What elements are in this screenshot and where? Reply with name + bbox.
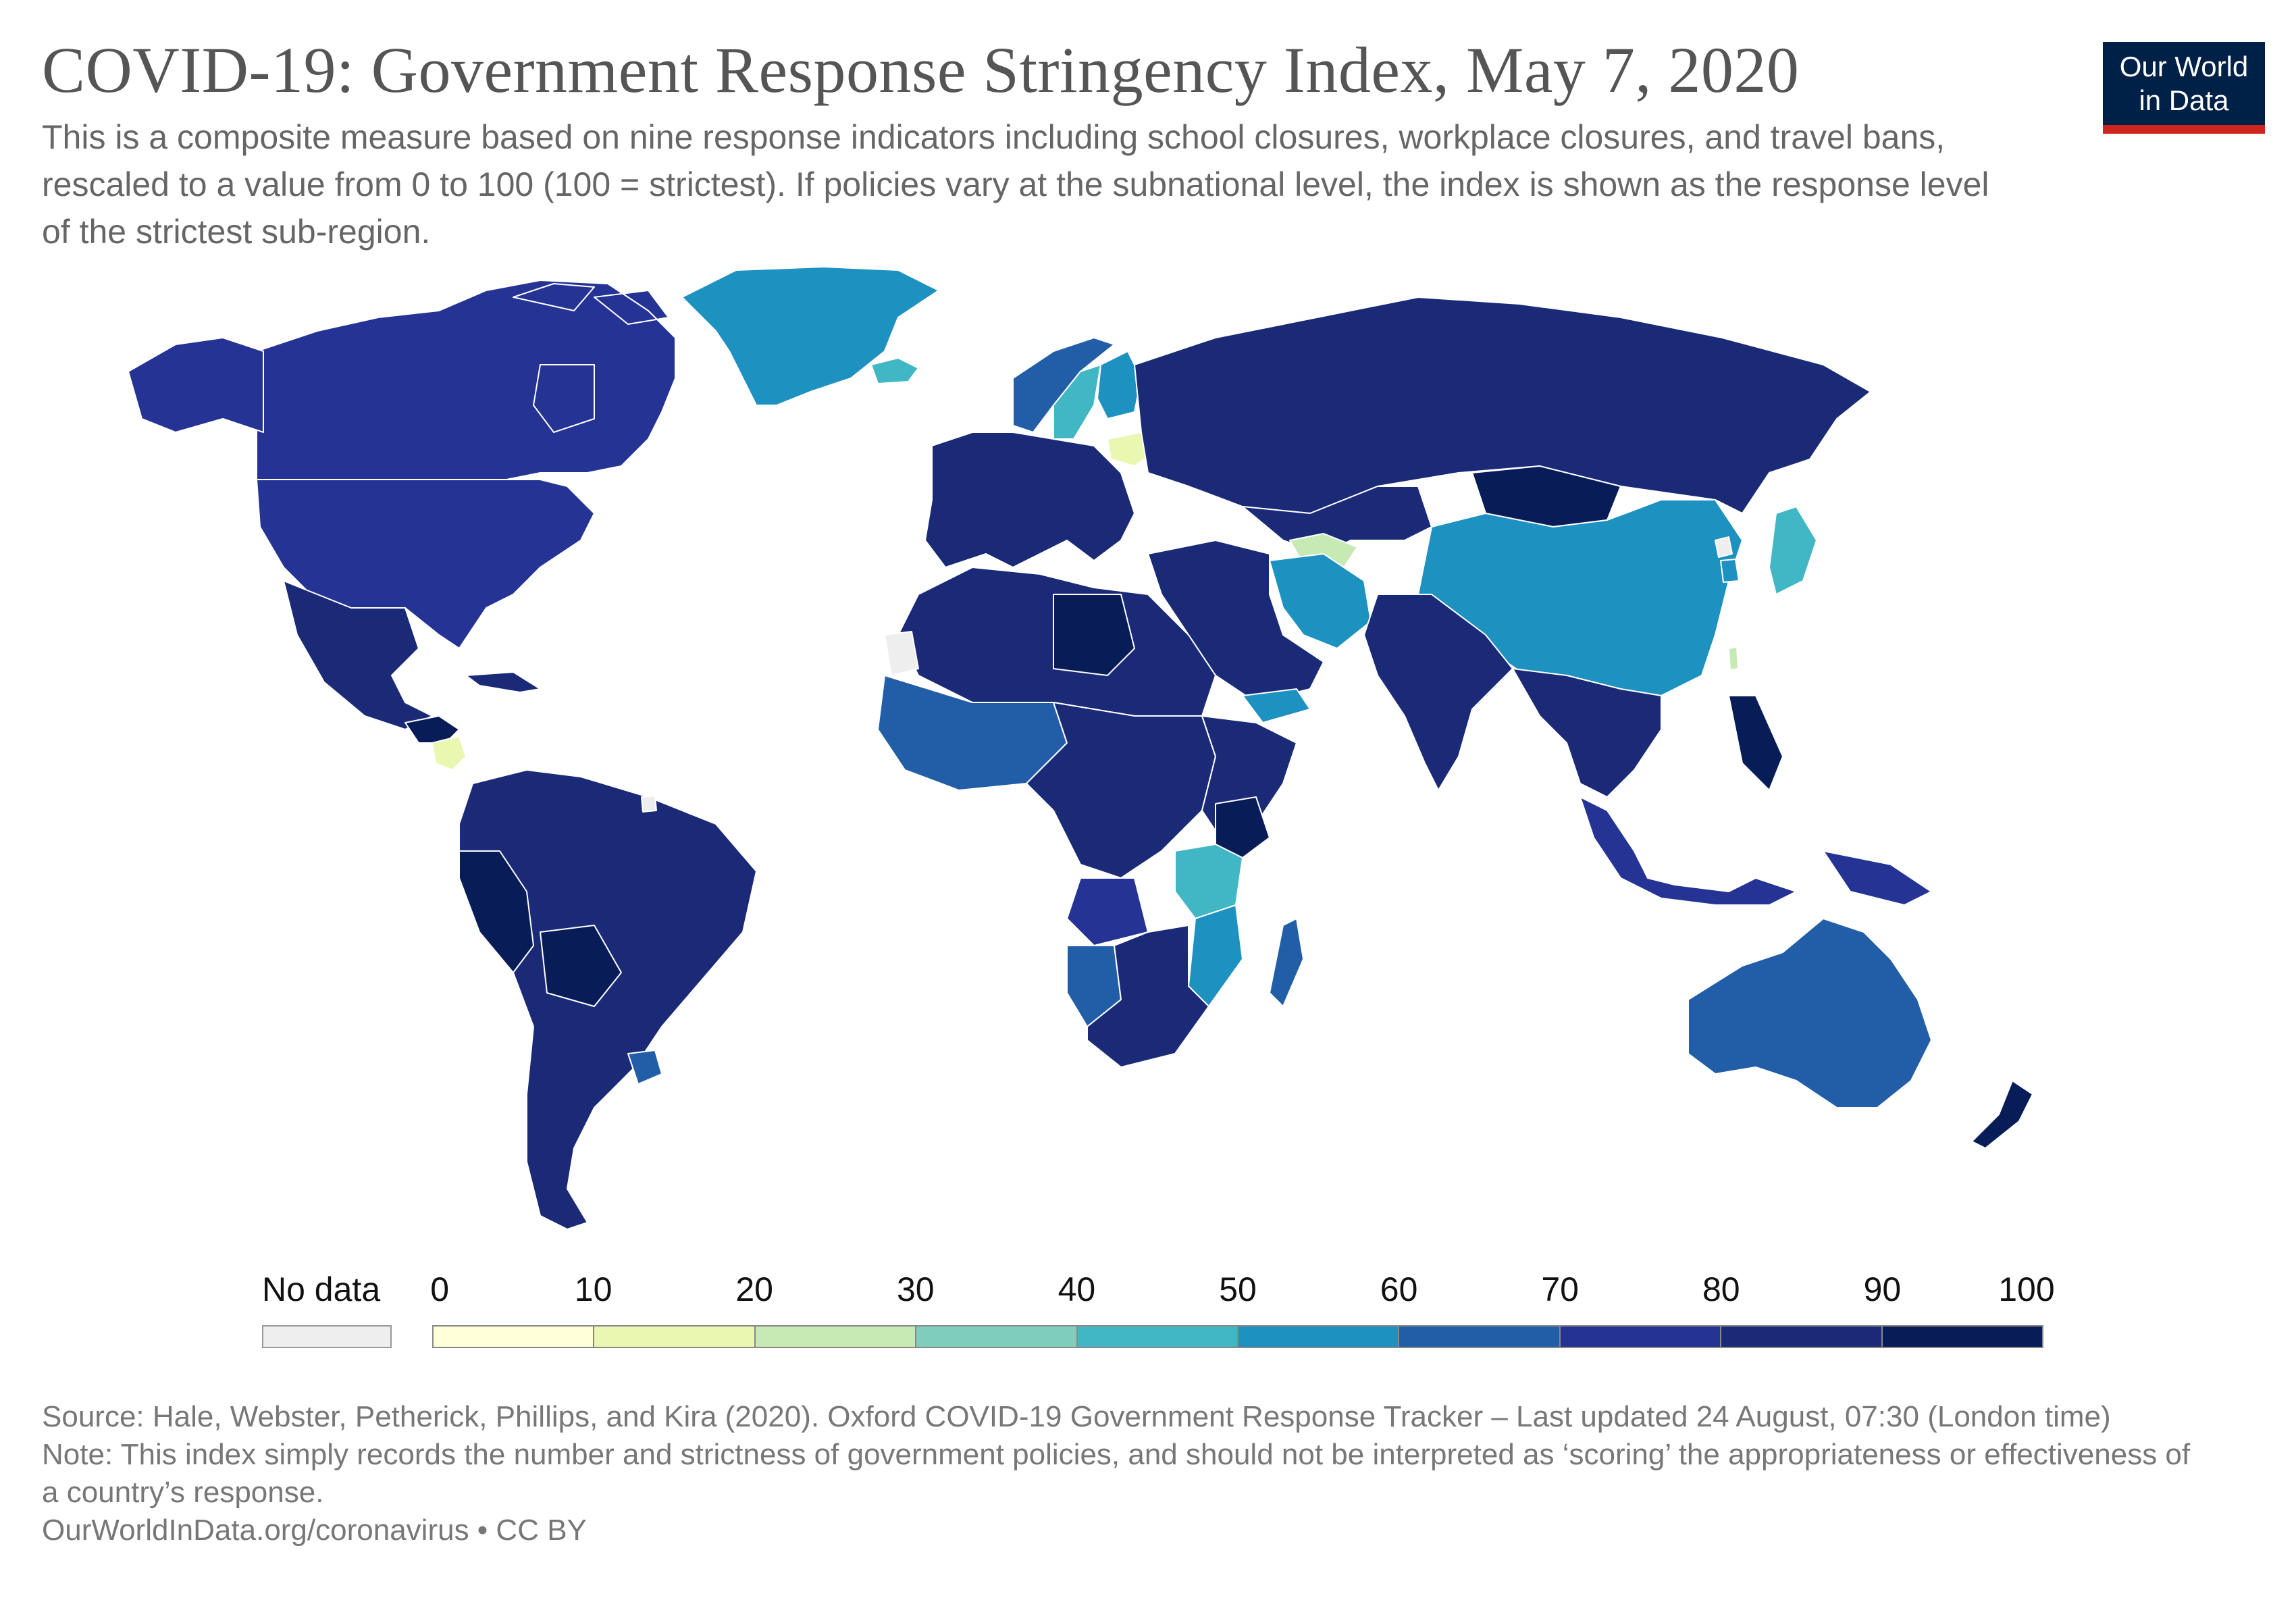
chart-title: COVID-19: Government Response Stringency… (42, 34, 1800, 106)
legend-no-data-label: No data (262, 1270, 381, 1308)
footer-url[interactable]: OurWorldInData.org/coronavirus • CC BY (42, 1514, 587, 1547)
legend-tick-label: 20 (735, 1270, 773, 1308)
legend-swatch-90-100[interactable] (1881, 1327, 2043, 1347)
region-french-guiana[interactable] (641, 795, 657, 813)
legend-tick-label: 60 (1380, 1270, 1418, 1308)
legend-swatch-30-40[interactable] (915, 1327, 1076, 1347)
region-angola[interactable] (1066, 877, 1149, 946)
region-japan[interactable] (1769, 506, 1817, 595)
region-finland[interactable] (1097, 351, 1142, 419)
region-mexico[interactable] (283, 580, 433, 730)
region-cuba[interactable] (465, 671, 541, 693)
region-indonesia[interactable] (1580, 796, 1797, 906)
chart-subtitle: This is a composite measure based on nin… (42, 118, 1989, 251)
legend-swatch-10-20[interactable] (593, 1327, 754, 1347)
region-sweden[interactable] (1053, 364, 1101, 440)
legend-tick-label: 40 (1058, 1270, 1096, 1308)
region-canada[interactable] (256, 280, 676, 480)
legend-swatch-70-80[interactable] (1559, 1327, 1721, 1347)
region-western-europe[interactable] (924, 432, 1135, 568)
region-uruguay[interactable] (627, 1050, 662, 1085)
region-taiwan[interactable] (1728, 646, 1739, 671)
legend-tick-label: 100 (1998, 1270, 2055, 1308)
legend-tick-label: 90 (1863, 1270, 1902, 1308)
region-yemen[interactable] (1242, 688, 1311, 723)
region-kenya[interactable] (1215, 796, 1270, 858)
region-russia[interactable] (1134, 297, 1871, 514)
legend-swatch-60-70[interactable] (1398, 1327, 1559, 1347)
legend-tick-label: 80 (1702, 1270, 1740, 1308)
region-new-zealand[interactable] (1971, 1080, 2033, 1149)
legend-swatch-20-30[interactable] (754, 1327, 916, 1347)
legend-tick-label: 0 (430, 1270, 450, 1308)
legend-tick-label: 70 (1541, 1270, 1579, 1308)
legend-swatch-40-50[interactable] (1076, 1327, 1238, 1347)
region-southeast-asia[interactable] (1512, 668, 1662, 798)
logo-line-2: in Data (2139, 84, 2229, 116)
region-south-america[interactable] (459, 769, 757, 1230)
region-nicaragua[interactable] (432, 736, 467, 771)
region-papua-new-guinea[interactable] (1823, 850, 1932, 906)
legend-tick-label: 50 (1219, 1270, 1257, 1308)
region-india[interactable] (1363, 594, 1513, 791)
footer: Source: Hale, Webster, Petherick, Philli… (42, 1398, 2203, 1549)
region-greenland[interactable] (681, 266, 939, 406)
legend-swatch-80-90[interactable] (1720, 1327, 1881, 1347)
region-bolivia[interactable] (540, 925, 622, 1007)
region-madagascar[interactable] (1269, 918, 1304, 1007)
region-peru[interactable] (459, 850, 534, 973)
region-libya[interactable] (1053, 594, 1135, 676)
region-iceland[interactable] (870, 357, 919, 384)
region-south-korea[interactable] (1720, 559, 1740, 583)
region-southern-africa[interactable] (1087, 925, 1209, 1068)
legend-swatch-50-60[interactable] (1237, 1327, 1399, 1347)
region-australia[interactable] (1688, 918, 1932, 1108)
owid-logo[interactable]: Our World in Data (2103, 42, 2265, 134)
region-mozambique[interactable] (1188, 904, 1243, 1007)
region-central-africa[interactable] (1026, 702, 1216, 879)
logo-line-1: Our World (2119, 51, 2249, 82)
region-honduras[interactable] (405, 715, 460, 744)
source-text: Source: Hale, Webster, Petherick, Philli… (42, 1400, 2111, 1433)
region-middle-east[interactable] (1147, 540, 1324, 703)
region-united-states[interactable] (128, 337, 595, 649)
region-philippines[interactable] (1728, 695, 1783, 791)
region-western-sahara[interactable] (884, 631, 919, 676)
region-north-korea[interactable] (1715, 536, 1733, 558)
region-iran[interactable] (1269, 553, 1372, 649)
note-text: Note: This index simply records the numb… (42, 1438, 2191, 1509)
legend-no-data-swatch[interactable] (262, 1325, 392, 1348)
legend-swatch-0-10[interactable] (434, 1327, 594, 1347)
legend-color-bar (432, 1325, 2043, 1348)
legend-tick-label: 10 (574, 1270, 612, 1308)
legend-tick-label: 30 (896, 1270, 935, 1308)
